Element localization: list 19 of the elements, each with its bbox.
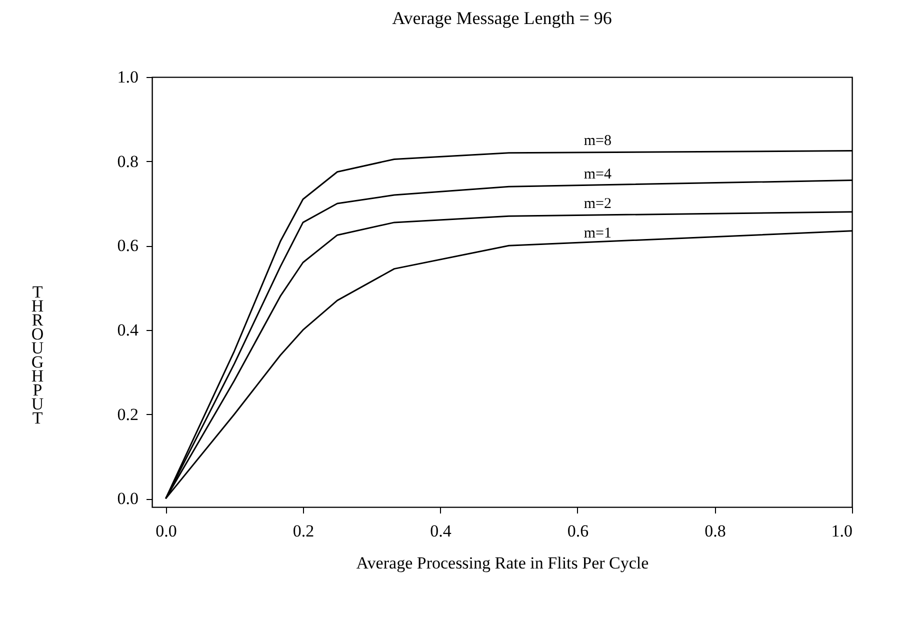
x-tick-label: 0.6 (567, 522, 589, 540)
y-tick-label: 0.0 (117, 489, 138, 508)
series-label: m=8 (584, 132, 612, 149)
series-label: m=4 (584, 166, 612, 183)
chart-title: Average Message Length = 96 (392, 8, 612, 28)
x-tick-label: 0.4 (430, 522, 452, 540)
y-tick-label: 0.8 (117, 152, 138, 171)
x-axis-title: Average Processing Rate in Flits Per Cycle (356, 554, 649, 572)
series-label: m=1 (584, 226, 612, 242)
x-tick-label: 0.2 (292, 522, 314, 540)
y-tick-label: 1.0 (117, 68, 138, 86)
y-tick-label: 0.6 (117, 236, 138, 256)
y-tick-label: 0.2 (117, 404, 138, 424)
y-tick-label: 0.4 (117, 320, 139, 340)
x-tick-label: 1.0 (831, 522, 852, 540)
series-label: m=2 (584, 196, 612, 212)
x-tick-label: 0.8 (704, 522, 726, 540)
x-tick-label: 0.0 (156, 522, 177, 540)
text: THROUGHPUT (31, 282, 44, 428)
